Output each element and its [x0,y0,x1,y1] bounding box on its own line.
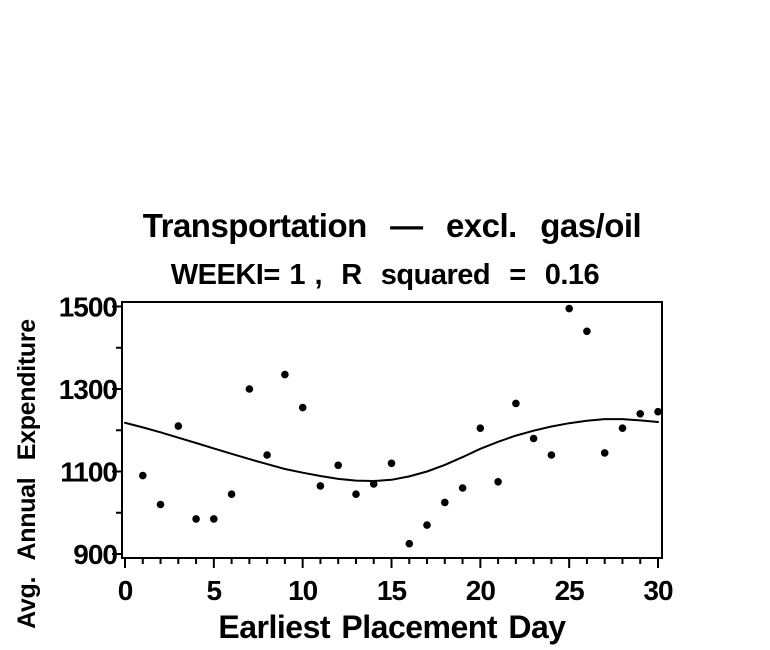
data-point [387,459,396,468]
x-tick-label: 25 [555,575,585,606]
data-point [245,385,254,393]
x-tick-label: 10 [288,575,318,606]
data-point [263,451,271,459]
data-point [476,424,485,433]
data-point [494,478,502,486]
x-axis-title: Earliest Placement Day [218,609,566,645]
x-tick-label: 20 [466,575,496,606]
data-point [547,451,556,459]
data-point [529,434,538,443]
data-point [636,410,644,418]
x-tick-label: 30 [643,575,673,606]
chart-subtitle: WEEKI= 1 , R squared = 0.16 [170,259,600,291]
y-tick-label: 1100 [60,457,117,488]
data-point [654,407,662,416]
y-tick-label: 1500 [59,292,118,323]
data-point [281,370,289,379]
data-point [352,490,360,499]
data-point [441,498,449,507]
x-tick-label: 15 [377,575,407,606]
data-point [227,490,236,499]
data-point [174,422,183,430]
chart-title: Transportation — excl. gas/oil [142,207,642,244]
data-point [618,424,627,433]
y-tick-label: 1300 [59,374,118,405]
data-point [210,515,218,523]
data-point [316,482,325,490]
data-point [192,515,200,523]
data-point [298,403,307,412]
x-tick-label: 5 [207,575,222,606]
data-point [405,539,414,548]
data-point [600,449,609,457]
x-tick-label: 0 [118,575,133,606]
data-point [458,484,467,492]
data-point [334,461,343,470]
fit-curve [124,418,659,482]
data-point [565,304,573,313]
data-point [583,327,591,336]
data-point [423,521,431,529]
data-point [512,399,520,408]
data-point [139,471,147,480]
plot-frame [121,301,663,559]
data-point [156,500,165,509]
y-tick-label: 900 [73,539,117,570]
data-point [369,480,378,488]
